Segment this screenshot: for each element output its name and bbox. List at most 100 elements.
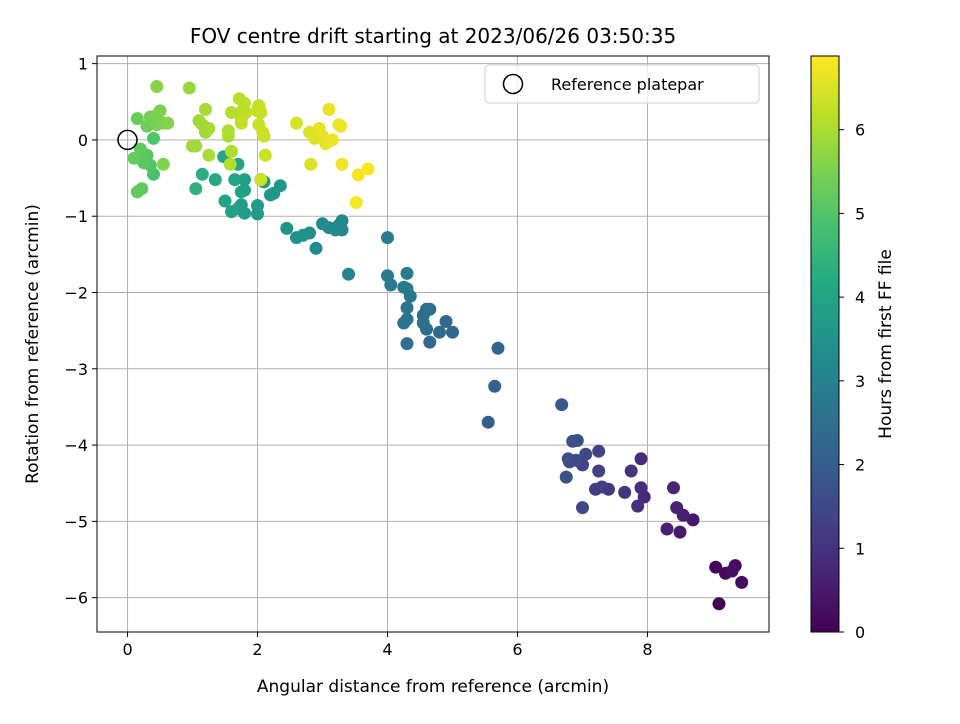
- data-point: [223, 157, 237, 171]
- data-point: [673, 525, 687, 539]
- chart-title: FOV centre drift starting at 2023/06/26 …: [190, 24, 676, 48]
- data-point: [182, 81, 196, 95]
- legend: Reference platepar: [484, 64, 760, 104]
- reference-platepar-marker: [117, 129, 138, 151]
- data-point: [254, 173, 268, 187]
- data-point: [239, 106, 253, 119]
- data-point: [439, 315, 453, 328]
- data-point: [725, 564, 739, 578]
- x-tick-label: 8: [642, 640, 652, 659]
- data-point: [225, 144, 238, 158]
- legend-marker-reference: [502, 73, 524, 95]
- data-point: [349, 196, 363, 209]
- legend-label-reference: Reference platepar: [551, 75, 704, 94]
- data-point: [309, 241, 323, 255]
- data-point: [134, 142, 147, 156]
- data-point: [570, 434, 584, 447]
- y-axis-label: Rotation from reference (arcmin): [23, 204, 43, 484]
- legend-box: [484, 64, 760, 104]
- y-tick-label: −1: [64, 207, 88, 226]
- y-tick-label: −6: [64, 589, 88, 608]
- colorbar-tick-label: 5: [855, 204, 865, 223]
- data-point: [446, 325, 459, 339]
- x-axis-label: Angular distance from reference (arcmin): [257, 677, 609, 697]
- data-point: [361, 162, 375, 176]
- grid-lines: [97, 56, 769, 632]
- x-tick-label: 4: [382, 640, 392, 659]
- x-tick-label: 2: [252, 640, 262, 659]
- data-point: [304, 157, 318, 171]
- data-point: [624, 464, 638, 478]
- plot-frame: [96, 55, 770, 633]
- y-axis-ticks: 1 0 −1 −2 −3 −4 −5 −6: [64, 55, 97, 608]
- data-point: [433, 325, 446, 339]
- data-point: [592, 444, 606, 458]
- data-point: [189, 139, 203, 153]
- colorbar-label: Hours from first FF file: [876, 249, 896, 439]
- y-tick-label: −4: [64, 436, 88, 455]
- data-point: [686, 513, 700, 527]
- data-point: [423, 302, 437, 316]
- data-point: [189, 182, 203, 196]
- data-point: [576, 501, 589, 515]
- data-point: [670, 501, 684, 515]
- data-point: [280, 221, 294, 235]
- colorbar-tick-label: 1: [855, 539, 865, 558]
- data-point: [202, 148, 216, 162]
- data-point: [660, 522, 674, 536]
- data-point: [316, 217, 329, 231]
- data-point: [221, 124, 235, 138]
- data-point: [667, 481, 680, 495]
- data-point: [251, 207, 264, 221]
- colorbar-gradient: [810, 55, 840, 633]
- data-point: [491, 341, 505, 355]
- colorbar-tick-label: 0: [855, 623, 865, 642]
- data-point: [161, 116, 175, 130]
- data-point: [218, 194, 232, 208]
- data-point: [397, 280, 411, 294]
- data-point: [234, 116, 248, 130]
- data-point: [335, 157, 349, 171]
- data-point: [150, 80, 164, 93]
- reference-marker: [117, 129, 138, 151]
- data-point: [592, 464, 606, 478]
- data-point: [416, 316, 430, 330]
- data-point: [712, 597, 726, 611]
- data-point: [202, 122, 216, 135]
- data-point: [130, 112, 144, 126]
- data-point: [709, 560, 723, 574]
- data-point: [156, 157, 170, 171]
- data-point: [264, 188, 277, 202]
- data-point: [334, 119, 348, 133]
- data-point: [381, 231, 394, 245]
- data-point: [127, 151, 141, 165]
- data-point: [634, 452, 648, 466]
- data-point: [290, 231, 303, 245]
- data-point: [257, 129, 271, 143]
- data-point: [579, 447, 593, 461]
- data-point: [397, 316, 411, 330]
- colorbar-tick-label: 2: [855, 456, 865, 475]
- data-point: [423, 335, 437, 349]
- data-points: [127, 80, 749, 611]
- data-point: [322, 102, 336, 116]
- y-tick-label: 1: [78, 55, 88, 74]
- data-point: [342, 267, 355, 281]
- data-point: [234, 185, 248, 199]
- data-point: [238, 173, 251, 187]
- data-point: [195, 167, 209, 181]
- data-point: [589, 482, 602, 496]
- data-point: [559, 470, 573, 484]
- data-point: [561, 452, 575, 466]
- y-tick-label: −2: [64, 284, 88, 303]
- colorbar-tick-label: 6: [855, 121, 865, 140]
- data-point: [481, 415, 495, 429]
- x-axis-ticks: 0 2 4 6 8: [122, 632, 653, 659]
- data-point: [631, 499, 645, 513]
- data-point: [258, 148, 272, 162]
- colorbar-tick-label: 4: [855, 288, 865, 307]
- data-point: [225, 106, 238, 119]
- colorbar: 0 1 2 3 4 5 6 Hours from first FF file: [810, 55, 896, 642]
- data-point: [228, 173, 242, 187]
